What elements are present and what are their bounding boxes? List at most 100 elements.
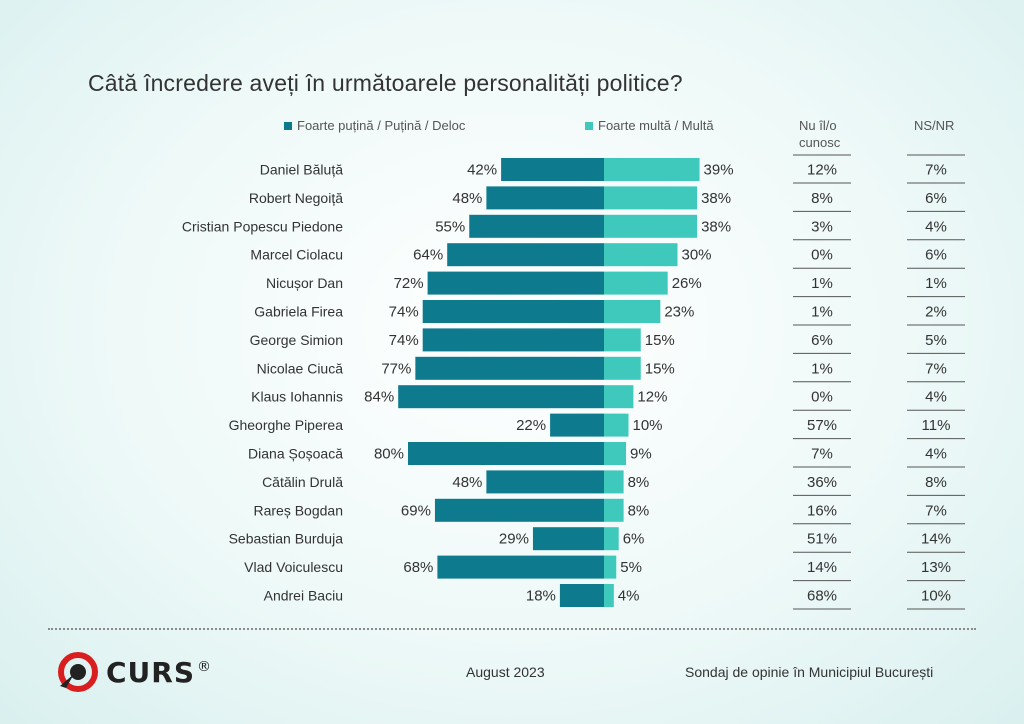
bar-low-label: 18% [526,588,556,605]
bar-low [486,186,604,210]
unknown-value: 51% [807,531,837,548]
unknown-value: 8% [811,190,833,207]
bar-high-label: 5% [620,559,642,576]
bar-low-label: 22% [516,417,546,434]
category-label: Marcel Ciolacu [250,247,343,263]
bar-high [604,186,698,210]
bar-low-label: 48% [452,474,482,491]
bar-low-label: 55% [435,218,465,235]
legend-high: Foarte multă / Multă [585,118,714,133]
bar-high [604,584,614,607]
category-label: Andrei Baciu [264,588,343,604]
category-label: Gheorghe Piperea [229,417,344,433]
bar-high [604,527,619,551]
unknown-value: 0% [811,389,833,406]
unknown-value: 14% [807,559,837,576]
bar-high-label: 39% [704,162,734,179]
bar-high [604,470,624,494]
column-header-unknown: Nu îl/o cunosc [799,118,841,150]
bar-low-label: 74% [389,304,419,321]
bar-low-label: 77% [381,360,411,377]
bar-low-label: 48% [452,190,482,207]
nsnr-value: 7% [925,162,947,179]
bar-low-label: 72% [394,275,424,292]
category-label: Cristian Popescu Piedone [182,218,343,234]
bar-high [604,555,617,579]
bar-low-label: 84% [364,389,394,406]
bar-low-label: 68% [403,559,433,576]
bar-low [550,413,604,437]
category-label: George Simion [250,332,343,348]
chart-title: Câtă încredere aveți în următoarele pers… [88,70,683,96]
bar-low [486,470,604,494]
bar-low [434,498,604,522]
nsnr-value: 4% [925,446,947,463]
column-header-nsnr: NS/NR [914,118,955,133]
category-label: Gabriela Firea [254,304,343,320]
bar-high [604,356,641,380]
unknown-value: 1% [811,304,833,321]
bar-high [604,300,661,323]
bar-high-label: 38% [701,218,731,235]
nsnr-value: 4% [925,218,947,235]
bar-high [604,271,668,295]
legend-low: Foarte puțină / Puțină / Deloc [284,118,465,133]
category-label: Sebastian Burduja [229,531,344,547]
unknown-value: 3% [811,218,833,235]
bar-low [532,527,604,551]
category-label: Rareș Bogdan [253,502,343,518]
unknown-value: 6% [811,332,833,349]
unknown-value: 68% [807,588,837,605]
unknown-value: 16% [807,502,837,519]
curs-logo-icon [58,652,98,692]
legend-low-swatch [284,121,292,130]
curs-logo-text: CURS ® [106,655,213,689]
nsnr-value: 14% [921,531,951,548]
bar-low [427,271,604,295]
category-label: Diana Șoșoacă [248,446,343,462]
category-label: Nicolae Ciucă [257,360,344,376]
nsnr-value: 10% [921,588,951,605]
bar-low [447,243,604,267]
category-label: Cătălin Drulă [262,474,343,490]
bar-high-label: 26% [672,275,702,292]
category-label: Robert Negoiță [249,190,343,206]
bar-high-label: 8% [628,502,650,519]
nsnr-value: 7% [925,360,947,377]
footer-source: Sondaj de opinie în Municipiul București [685,664,934,680]
unknown-value: 57% [807,417,837,434]
legend-high-swatch [585,121,593,130]
nsnr-value: 1% [925,275,947,292]
bar-low [469,214,604,238]
nsnr-value: 2% [925,304,947,321]
nsnr-value: 7% [925,502,947,519]
bar-low [559,584,604,607]
legend-high-label: Foarte multă / Multă [598,118,714,133]
bar-high-label: 12% [637,389,667,406]
unknown-value: 0% [811,247,833,264]
bar-high-label: 30% [682,247,712,264]
bar-high-label: 15% [645,332,675,349]
curs-logo: CURS ® [56,652,212,692]
bar-low [501,158,604,181]
bar-high [604,385,634,409]
nsnr-value: 6% [925,247,947,264]
bar-high-label: 4% [618,588,640,605]
bar-high-label: 6% [623,531,645,548]
unknown-value: 36% [807,474,837,491]
bar-high [604,243,678,267]
unknown-value: 1% [811,275,833,292]
bar-low [437,555,604,579]
bar-high [604,214,698,238]
bar-high-label: 15% [645,360,675,377]
bar-low-label: 64% [413,247,443,264]
footer-divider [48,628,976,630]
bar-high-label: 38% [701,190,731,207]
nsnr-value: 11% [922,417,951,434]
bar-low-label: 74% [389,332,419,349]
bar-low [408,442,604,465]
nsnr-value: 5% [925,332,947,349]
legend-low-label: Foarte puțină / Puțină / Deloc [297,118,466,133]
nsnr-value: 8% [925,474,947,491]
